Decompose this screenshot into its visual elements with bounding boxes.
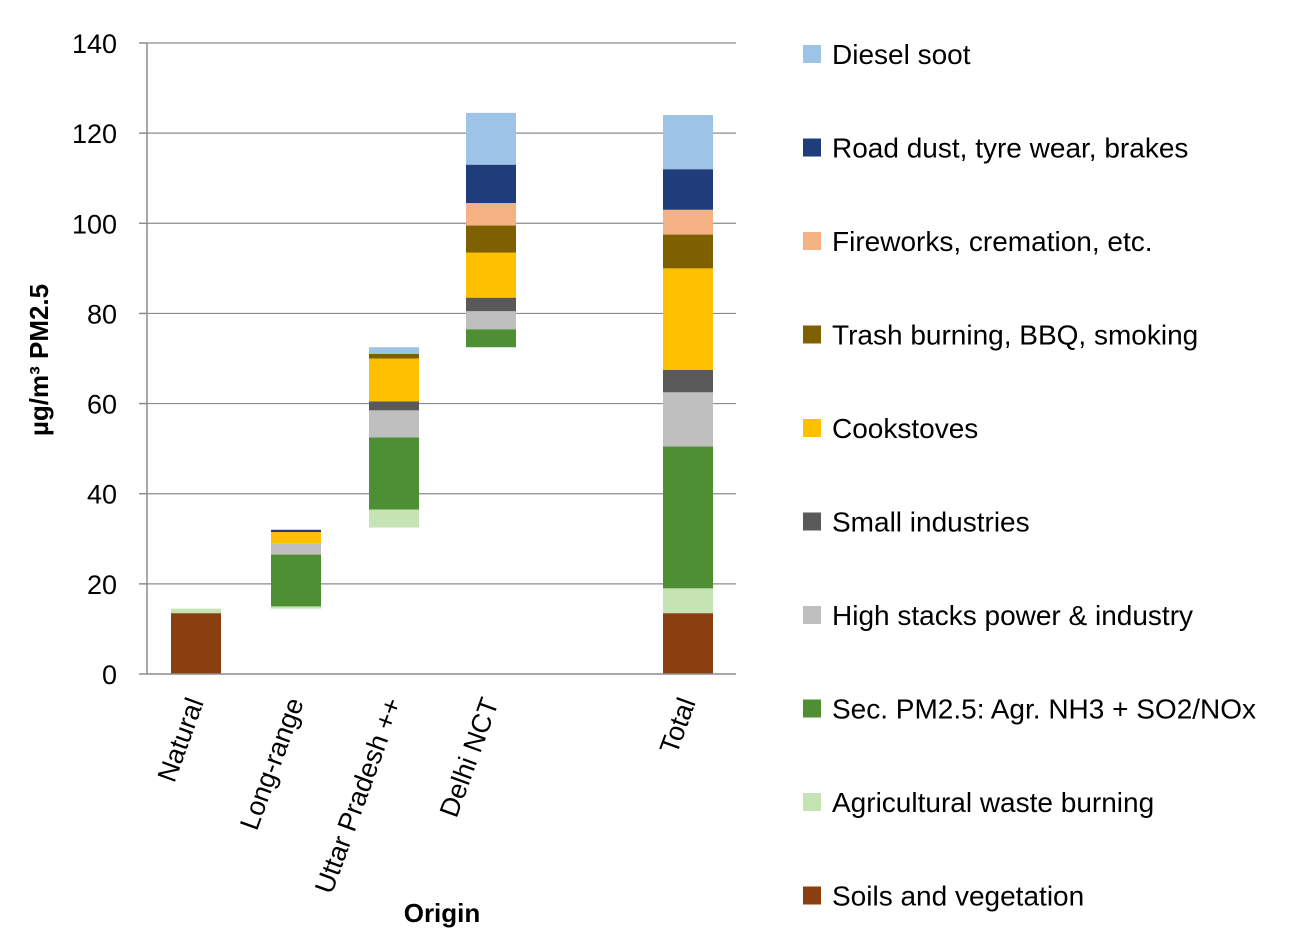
x-axis-title: Origin — [404, 898, 481, 928]
bar-segment — [663, 392, 713, 447]
bar-segment — [663, 268, 713, 370]
bar-segment — [369, 410, 419, 438]
legend-label: Diesel soot — [832, 39, 971, 70]
legend-swatch — [803, 45, 821, 63]
bar-segment — [271, 554, 321, 607]
legend-label: Road dust, tyre wear, brakes — [832, 133, 1188, 164]
y-tick-label: 60 — [87, 390, 117, 420]
bar-segment — [663, 115, 713, 170]
bar-segment — [466, 252, 516, 298]
legend-label: Fireworks, cremation, etc. — [832, 226, 1153, 257]
legend-label: High stacks power & industry — [832, 600, 1193, 631]
y-tick-label: 120 — [72, 119, 117, 149]
bar-segment — [369, 509, 419, 528]
bar-segment — [466, 311, 516, 330]
legend-label: Cookstoves — [832, 413, 978, 444]
legend-label: Soils and vegetation — [832, 881, 1084, 912]
bar-segment — [171, 613, 221, 674]
legend-swatch — [803, 419, 821, 437]
bar-segment — [271, 532, 321, 544]
bar-segment — [466, 297, 516, 312]
bar-segment — [466, 164, 516, 204]
legend-swatch — [803, 606, 821, 624]
bar-segment — [369, 358, 419, 402]
legend-swatch — [803, 699, 821, 718]
x-category-label: Long-range — [234, 694, 309, 834]
x-category-label: Uttar Pradesh ++ — [309, 694, 408, 897]
legend-label: Sec. PM2.5: Agr. NH3 + SO2/NOx — [832, 694, 1256, 725]
bar-segment — [663, 613, 713, 674]
bar-segment — [271, 543, 321, 555]
gridlines — [147, 42, 736, 585]
y-axis-title: µg/m³ PM2.5 — [24, 284, 54, 436]
bar-segment — [369, 347, 419, 354]
bar-segment — [271, 606, 321, 609]
legend-swatch — [803, 325, 821, 344]
x-category-label: Delhi NCT — [434, 694, 505, 821]
bar-segment — [663, 209, 713, 235]
legend-swatch — [803, 886, 821, 905]
bar-segment — [466, 112, 516, 165]
legend: Diesel soot Road dust, tyre wear, brakes F… — [803, 39, 1256, 912]
legend-swatch — [803, 512, 821, 531]
legend-swatch — [803, 793, 821, 811]
bar-segment — [663, 588, 713, 614]
legend-swatch — [803, 232, 821, 250]
y-tick-label: 40 — [87, 480, 117, 510]
bar-segment — [369, 353, 419, 359]
bar-segment — [369, 437, 419, 510]
y-tick-label: 80 — [87, 299, 117, 329]
bar-segment — [663, 369, 713, 393]
bar-segment — [466, 329, 516, 348]
axes — [139, 42, 736, 675]
y-tick-label: 20 — [87, 570, 117, 600]
legend-label: Trash burning, BBQ, smoking — [832, 320, 1198, 351]
x-category-label: Natural — [152, 694, 210, 786]
bar-segment — [466, 203, 516, 226]
bars — [171, 112, 713, 674]
bar-segment — [466, 225, 516, 253]
x-category-label: Total — [654, 694, 702, 758]
bar-segment — [663, 169, 713, 210]
y-tick-label: 100 — [72, 209, 117, 239]
bar-segment — [663, 446, 713, 589]
legend-swatch — [803, 138, 821, 157]
bar-segment — [663, 234, 713, 269]
bar-segment — [271, 529, 321, 533]
y-tick-labels: 0 20 40 60 80 100 120 140 — [72, 29, 117, 690]
bar-segment — [171, 608, 221, 614]
bar-segment — [369, 401, 419, 411]
x-category-labels: Natural Long-range Uttar Pradesh ++ Delhi N… — [152, 694, 702, 897]
legend-label: Small industries — [832, 507, 1030, 538]
y-tick-label: 140 — [72, 29, 117, 59]
y-tick-label: 0 — [102, 660, 117, 690]
legend-label: Agricultural waste burning — [832, 787, 1154, 818]
